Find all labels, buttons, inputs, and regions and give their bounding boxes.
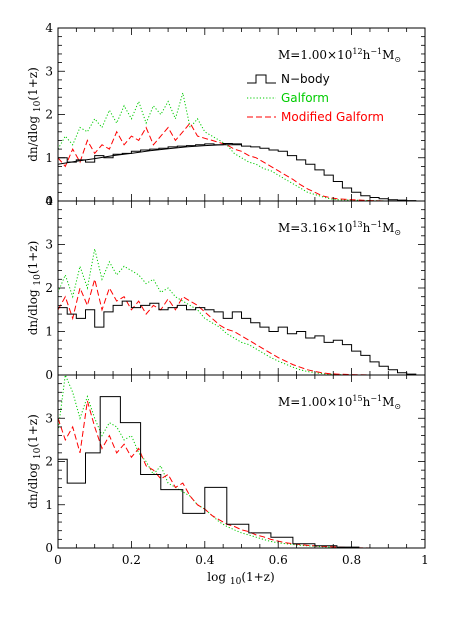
x-tick-label: 0.6 (269, 553, 288, 567)
nbody-smooth-curve (58, 144, 242, 165)
y-axis-title: dn/dlog 10(1+z) (26, 67, 43, 162)
y-tick-label: 2 (45, 281, 53, 295)
y-tick-label: 1 (45, 151, 53, 165)
x-tick-label: 0.4 (195, 553, 214, 567)
x-tick-label: 0 (54, 553, 62, 567)
y-tick-label: 2 (45, 108, 53, 122)
modified-galform-line (58, 277, 389, 375)
galform-line (58, 248, 389, 375)
x-tick-label: 0.8 (342, 553, 361, 567)
plot-area-3 (58, 375, 425, 548)
x-tick-label: 0.2 (122, 553, 141, 567)
plot-area-1 (58, 92, 425, 201)
galform-line (58, 375, 389, 548)
y-tick-label: 4 (45, 194, 53, 208)
legend: N−body Galform Modified Galform (247, 72, 384, 124)
x-axis-title: log 10(1+z) (207, 570, 274, 587)
panel-2: 0 1 2 3 4 dn/dlog 10(1+z) M=3.16×1013h−1M⊙ (26, 194, 426, 382)
nbody-histogram (58, 300, 425, 375)
galform-line (58, 92, 389, 201)
y-tick-label: 3 (45, 238, 53, 252)
modified-galform-line (58, 400, 389, 548)
plot-area-2 (58, 248, 425, 375)
y-axis-title: dn/dlog 10(1+z) (26, 241, 43, 336)
panel-mass-label: M=3.16×1013h−1M⊙ (278, 220, 401, 237)
modified-galform-line (58, 122, 389, 201)
legend-label: Galform (281, 91, 329, 105)
panel-1: 0 1 2 3 4 dn/dlog 10(1+z) M=1.00×1012h−1M⊙ N−bo… (26, 21, 426, 208)
y-tick-label: 0 (45, 541, 53, 555)
panels-layer: 0 1 2 3 4 dn/dlog 10(1+z) M=1.00×1012h−1M⊙ N−bo… (26, 21, 429, 567)
panel-mass-label: M=1.00×1015h−1M⊙ (278, 394, 401, 411)
y-axis-title: dn/dlog 10(1+z) (26, 414, 43, 509)
y-tick-label: 2 (45, 455, 53, 469)
y-tick-label: 1 (45, 498, 53, 512)
panel-mass-label: M=1.00×1012h−1M⊙ (278, 47, 401, 64)
legend-swatch-nbody (247, 74, 276, 84)
nbody-histogram (58, 143, 425, 201)
y-tick-label: 4 (45, 21, 53, 35)
legend-label: N−body (281, 72, 330, 86)
y-tick-label: 3 (45, 64, 53, 78)
x-tick-label: 1 (421, 553, 429, 567)
y-tick-label: 0 (45, 368, 53, 382)
legend-label: Modified Galform (281, 110, 384, 124)
y-tick-label: 3 (45, 411, 53, 425)
nbody-histogram (58, 396, 425, 548)
y-tick-label: 1 (45, 325, 53, 339)
y-tick-label: 0 (45, 194, 53, 208)
